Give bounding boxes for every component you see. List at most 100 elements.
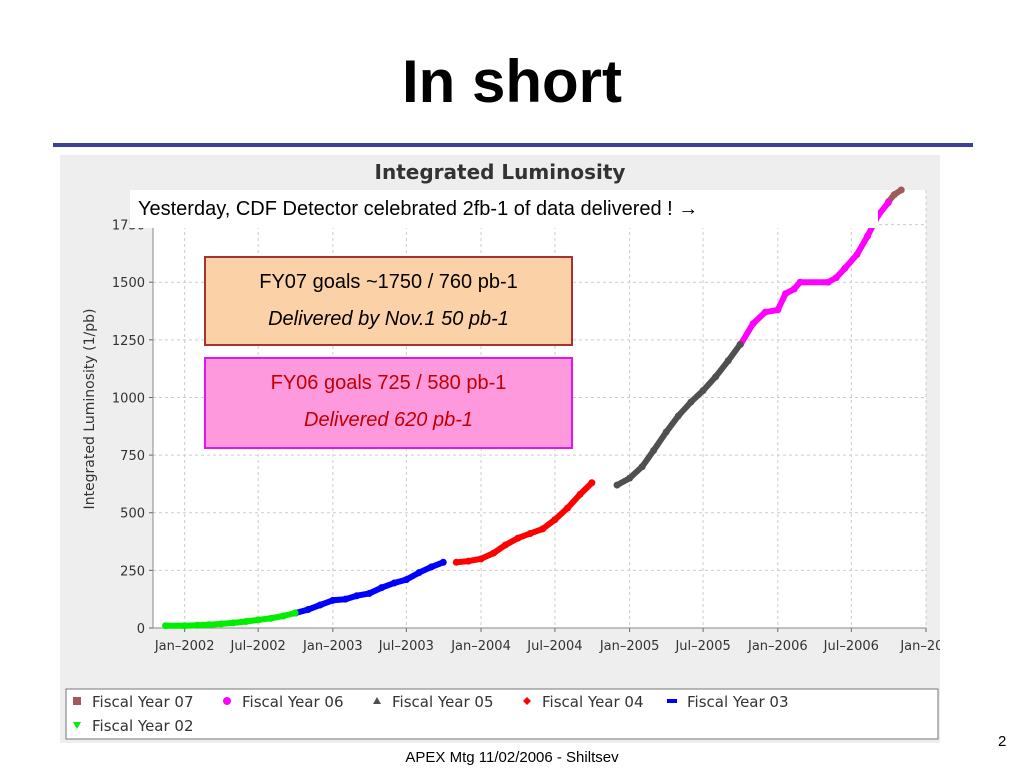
data-point-fiscal-year-06 (782, 290, 790, 298)
x-tick-label: Jan–2006 (747, 639, 808, 654)
data-point-fiscal-year-03 (329, 596, 337, 604)
y-tick-label: 500 (120, 507, 145, 522)
y-tick-label: 0 (137, 622, 145, 637)
data-point-fiscal-year-04 (452, 558, 460, 566)
data-point-fiscal-year-03 (428, 563, 436, 571)
data-point-fiscal-year-05 (650, 446, 658, 454)
data-point-fiscal-year-03 (353, 592, 361, 600)
x-tick-label: Jan–2005 (599, 639, 660, 654)
legend-label: Fiscal Year 03 (687, 693, 789, 711)
data-point-fiscal-year-04 (576, 490, 584, 498)
x-tick-label: Jan–2004 (450, 639, 511, 654)
data-point-fiscal-year-06 (853, 251, 861, 259)
data-point-fiscal-year-06 (884, 199, 892, 207)
data-point-fiscal-year-02 (267, 614, 275, 622)
x-tick-label: Jan–200 (899, 639, 940, 654)
data-point-fiscal-year-06 (761, 308, 769, 316)
y-tick-label: 250 (120, 564, 145, 579)
data-point-fiscal-year-03 (365, 589, 373, 597)
data-point-fiscal-year-04 (477, 555, 485, 563)
chart-title: Integrated Luminosity (375, 160, 626, 184)
data-point-fiscal-year-03 (304, 606, 312, 614)
y-tick-label: 1000 (112, 391, 145, 406)
data-point-fiscal-year-02 (217, 620, 225, 628)
data-point-fiscal-year-05 (724, 357, 732, 365)
legend-label: Fiscal Year 07 (92, 693, 194, 711)
legend-marker-fiscal-year-03 (667, 699, 677, 703)
data-point-fiscal-year-02 (162, 622, 170, 630)
legend-box (65, 688, 939, 740)
fy06-goals-text: FY06 goals 725 / 580 pb-1 (270, 372, 507, 394)
legend-label: Fiscal Year 04 (542, 693, 644, 711)
fy07-delivered-text: Delivered by Nov.1 50 pb-1 (268, 308, 509, 330)
y-tick-label: 1500 (112, 276, 145, 291)
legend-marker-fiscal-year-02 (73, 722, 81, 729)
chart-panel: Integrated Luminosity 0 250 500 750 1000 1250 1… (60, 155, 940, 743)
legend-label: Fiscal Year 05 (392, 693, 494, 711)
callout-banner: Yesterday, CDF Detector celebrated 2fb-1… (130, 190, 878, 228)
x-tick-label: Jul–2003 (378, 639, 434, 654)
data-point-fiscal-year-02 (193, 621, 201, 629)
data-point-fiscal-year-05 (613, 481, 621, 489)
legend-label: Fiscal Year 06 (242, 693, 344, 711)
legend-marker-fiscal-year-06 (223, 697, 231, 705)
data-point-fiscal-year-02 (205, 621, 213, 629)
data-point-fiscal-year-06 (832, 274, 840, 282)
data-point-fiscal-year-05 (662, 428, 670, 436)
data-point-fiscal-year-05 (674, 412, 682, 420)
x-tick-label: Jul–2006 (823, 639, 879, 654)
data-point-fiscal-year-07 (897, 186, 905, 194)
legend-label: Fiscal Year 02 (92, 717, 194, 735)
legend-marker-fiscal-year-04 (523, 697, 531, 705)
fy07-goals-box: FY07 goals ~1750 / 760 pb-1 Delivered by… (204, 256, 573, 346)
data-point-fiscal-year-03 (415, 569, 423, 577)
data-point-fiscal-year-05 (736, 340, 744, 348)
title-divider (53, 143, 973, 147)
data-point-fiscal-year-06 (796, 278, 804, 286)
data-point-fiscal-year-04 (539, 525, 547, 533)
x-tick-label: Jul–2004 (526, 639, 582, 654)
y-tick-label: 750 (120, 449, 145, 464)
data-point-fiscal-year-05 (712, 373, 720, 381)
x-tick-label: Jul–2005 (674, 639, 730, 654)
fy07-goals-text: FY07 goals ~1750 / 760 pb-1 (259, 271, 518, 293)
legend-marker-fiscal-year-07 (73, 697, 81, 705)
data-point-fiscal-year-06 (864, 232, 872, 240)
data-point-fiscal-year-04 (490, 549, 498, 557)
data-point-fiscal-year-04 (464, 557, 472, 565)
data-point-fiscal-year-02 (254, 616, 262, 624)
data-point-fiscal-year-05 (638, 463, 646, 471)
luminosity-chart: Integrated Luminosity 0 250 500 750 1000 1250 1… (65, 160, 940, 740)
slide-footer: APEX Mtg 11/02/2006 - Shiltsev (405, 749, 619, 766)
data-point-fiscal-year-04 (588, 479, 596, 487)
data-point-fiscal-year-03 (378, 584, 386, 592)
data-point-fiscal-year-05 (687, 398, 695, 406)
slide-title: In short (402, 48, 622, 115)
data-point-fiscal-year-04 (501, 541, 509, 549)
page-number: 2 (998, 733, 1007, 750)
y-axis-label: Integrated Luminosity (1/pb) (82, 309, 98, 510)
data-point-fiscal-year-04 (514, 534, 522, 542)
data-point-fiscal-year-02 (181, 622, 189, 630)
data-point-fiscal-year-02 (279, 612, 287, 620)
data-point-fiscal-year-06 (841, 264, 849, 272)
data-point-fiscal-year-02 (229, 619, 237, 627)
data-point-fiscal-year-02 (291, 609, 299, 617)
data-point-fiscal-year-03 (390, 579, 398, 587)
data-point-fiscal-year-03 (316, 601, 324, 609)
data-point-fiscal-year-06 (749, 320, 757, 328)
data-point-fiscal-year-04 (564, 504, 572, 512)
data-point-fiscal-year-06 (774, 306, 782, 314)
data-point-fiscal-year-05 (699, 387, 707, 395)
x-tick-label: Jul–2002 (230, 639, 286, 654)
x-tick-label: Jan–2003 (302, 639, 363, 654)
data-point-fiscal-year-05 (626, 474, 634, 482)
data-point-fiscal-year-02 (242, 618, 250, 626)
data-point-fiscal-year-03 (341, 595, 349, 603)
data-point-fiscal-year-03 (439, 558, 447, 566)
data-point-fiscal-year-03 (402, 576, 410, 584)
data-point-fiscal-year-06 (824, 278, 832, 286)
x-tick-label: Jan–2002 (154, 639, 215, 654)
legend-marker-fiscal-year-05 (373, 697, 381, 704)
data-point-fiscal-year-07 (890, 191, 898, 199)
